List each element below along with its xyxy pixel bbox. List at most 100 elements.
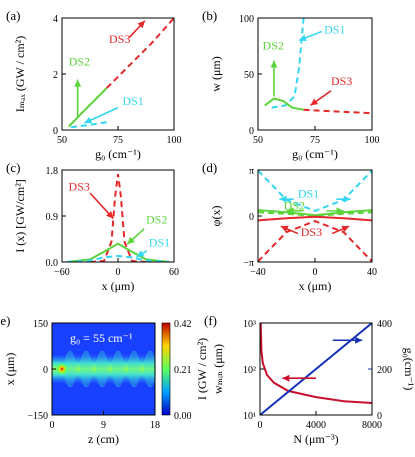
series-ds1 [258, 170, 372, 212]
ytick-label: 50 [244, 70, 254, 81]
colorbar-tick: 0.00 [174, 411, 192, 422]
xtick-label: −60 [54, 267, 70, 278]
xtick-label: 8000 [362, 420, 382, 431]
ylabel: wₘᵢₙ (μm) [211, 344, 225, 394]
xtick-label: 0 [116, 267, 121, 278]
ytick-label: 0 [249, 126, 254, 137]
arrow-ds2-head [74, 79, 82, 87]
series-group [66, 173, 170, 262]
arrow-ds3-head [137, 20, 145, 29]
ylabel: x (μm) [3, 353, 17, 386]
arrow-ds2-r-head [336, 207, 344, 215]
panel-label: (b) [202, 8, 217, 23]
panel-label: (f) [204, 313, 217, 328]
anno-ds1: DS1 [324, 23, 345, 37]
arrow-ds3-r-head [341, 225, 350, 233]
series-group [67, 18, 174, 129]
ytick-label: 4 [53, 14, 58, 25]
xtick-label: 4000 [306, 420, 326, 431]
series-group [258, 170, 372, 262]
series-group [264, 18, 372, 115]
xtick-label: 0 [50, 420, 55, 431]
anno-ds3: DS3 [69, 179, 90, 193]
ytick-right-label: 0 [377, 411, 382, 422]
anno-ds1: DS1 [298, 187, 319, 201]
colorbar-tick: 0.21 [174, 365, 192, 376]
xtick-label: 18 [150, 420, 160, 431]
ytick-label: π [249, 166, 254, 177]
anno-ds3: DS3 [301, 225, 322, 239]
g0-annotation: g₀ = 55 cm⁻¹ [70, 331, 133, 345]
ytick-label: 2 [53, 70, 58, 81]
series-ds1 [70, 121, 107, 129]
xtick-label: 100 [167, 135, 182, 146]
ytick-label: 0 [43, 365, 48, 376]
xtick-label: 50 [57, 135, 67, 146]
ytick-label: 0.0 [46, 258, 59, 269]
series-ds2 [66, 242, 170, 262]
panel-c: (c) −60 0 60 0.0 0.9 1.8 x (μm) I (x) [GW/cm²] DS… [6, 160, 179, 293]
arrow-right-head [355, 336, 363, 344]
xtick-label: 75 [310, 135, 320, 146]
ylabel: I (x) [GW/cm²] [13, 179, 27, 253]
xtick-label: 40 [367, 267, 377, 278]
xtick-label: 50 [253, 135, 263, 146]
ylabel: φ(x) [209, 206, 223, 227]
ytick-right-label: 400 [377, 319, 392, 330]
ytick-label: 0 [53, 126, 58, 137]
arrow-ds3-head [106, 211, 114, 219]
xtick-label: 9 [101, 420, 106, 431]
anno-ds2: DS2 [146, 213, 167, 227]
panel-label: (a) [6, 8, 20, 23]
xlabel: z (cm) [88, 432, 119, 446]
ytick-label: −π [243, 258, 254, 269]
ylabel: Iₘₐₓ (GW / cm²) [13, 36, 27, 112]
arrow-ds3-l-head [280, 225, 289, 233]
series-ds2 [67, 87, 108, 128]
ytick-right-label: 200 [377, 365, 392, 376]
heatmap-lobe [128, 350, 140, 388]
series-ds2 [264, 97, 304, 111]
arrow-ds2-head [270, 60, 278, 68]
panel-label: (e) [0, 313, 10, 328]
anno-ds2: DS2 [263, 38, 284, 52]
xtick-label: 60 [169, 267, 179, 278]
anno-ds1: DS1 [149, 236, 170, 250]
ylabel-right: g₀(cm⁻¹) [402, 348, 415, 391]
panel-e: (e) g₀ = 55 cm⁻¹ 0.42 0.21 0.00I (GW / cm²) 0… [0, 313, 209, 446]
arrow-left-head [282, 374, 290, 382]
ytick-label: 100 [239, 14, 254, 25]
panel-label: (c) [6, 160, 20, 175]
ytick-label: 0.9 [46, 212, 59, 223]
ytick-label: 0 [249, 212, 254, 223]
xtick-label: 0 [313, 267, 318, 278]
xtick-label: 0 [258, 420, 263, 431]
series-ds3b [258, 215, 372, 222]
anno-ds1: DS1 [122, 94, 143, 108]
series-ds3 [303, 108, 372, 115]
series-ds3 [106, 18, 174, 89]
series-ds1 [271, 18, 305, 109]
heatmap-peak [56, 363, 68, 375]
ylabel: w (μm) [209, 56, 223, 91]
arrow-ds1-r-head [343, 195, 351, 203]
ytick-label: 1.8 [46, 166, 59, 177]
heatmap-lobe [144, 350, 156, 388]
panel-f: (f) 0 200 400 g₀(cm⁻¹) 0 4000 8000 10¹ 10² 10³ N (μ… [204, 313, 415, 446]
series-ds2 [258, 209, 372, 217]
series-w_min [260, 323, 372, 404]
xlabel: g₀ (cm⁻¹) [95, 147, 141, 161]
series-g0 [260, 323, 372, 415]
panel-label: (d) [202, 160, 217, 175]
anno-ds3: DS3 [331, 74, 352, 88]
arrow-ds1-head [299, 34, 307, 42]
colorbar-label: I (GW / cm²) [195, 338, 209, 400]
colorbar [161, 322, 171, 416]
anno-ds2: DS2 [284, 198, 305, 212]
arrow-ds1-head [84, 116, 93, 124]
xlabel: x (μm) [299, 279, 332, 293]
heatmap-beam [52, 354, 155, 384]
series-ds3 [89, 173, 147, 262]
